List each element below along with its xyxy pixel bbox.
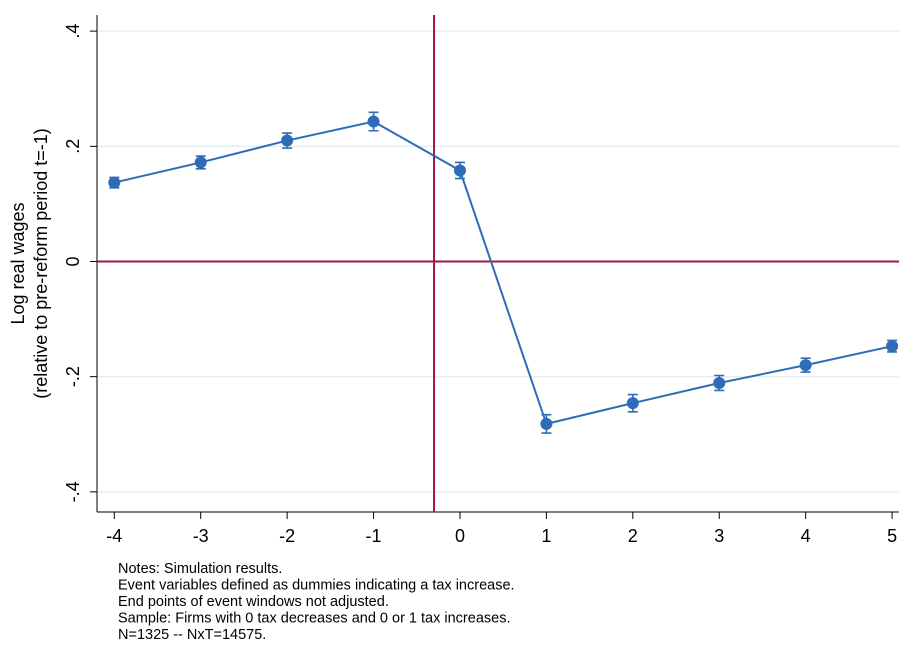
- y-axis-title: (relative to pre-reform period t=-1): [31, 128, 51, 399]
- data-point: [367, 115, 380, 128]
- note: Event variables defined as dummies indic…: [118, 578, 515, 594]
- x-tick-label: 3: [714, 526, 724, 546]
- note: End points of event windows not adjusted…: [118, 594, 389, 610]
- x-tick-label: 0: [455, 526, 465, 546]
- data-point: [281, 134, 294, 147]
- x-tick-label: -1: [366, 526, 382, 546]
- data-point: [453, 164, 466, 177]
- x-tick-label: 5: [887, 526, 897, 546]
- x-tick-label: -4: [106, 526, 122, 546]
- x-tick-label: -2: [279, 526, 295, 546]
- data-point: [713, 376, 726, 389]
- note: Sample: Firms with 0 tax decreases and 0…: [118, 611, 510, 627]
- data-point: [194, 156, 207, 169]
- data-point: [626, 397, 639, 410]
- data-point: [799, 359, 812, 372]
- data-point: [108, 176, 121, 189]
- y-tick-label: -.2: [63, 366, 83, 387]
- data-point: [886, 340, 899, 353]
- note: Notes: Simulation results.: [118, 561, 282, 577]
- y-axis-title: Log real wages: [8, 202, 28, 324]
- x-tick-label: 4: [801, 526, 811, 546]
- x-tick-label: 2: [628, 526, 638, 546]
- y-tick-label: .4: [63, 24, 83, 39]
- x-tick-label: 1: [541, 526, 551, 546]
- y-tick-label: -.4: [63, 481, 83, 502]
- note: N=1325 -- NxT=14575.: [118, 627, 266, 643]
- y-tick-label: .2: [63, 139, 83, 154]
- x-tick-label: -3: [193, 526, 209, 546]
- y-tick-label: 0: [63, 256, 83, 266]
- data-point: [540, 417, 553, 430]
- series-line: [114, 120, 893, 426]
